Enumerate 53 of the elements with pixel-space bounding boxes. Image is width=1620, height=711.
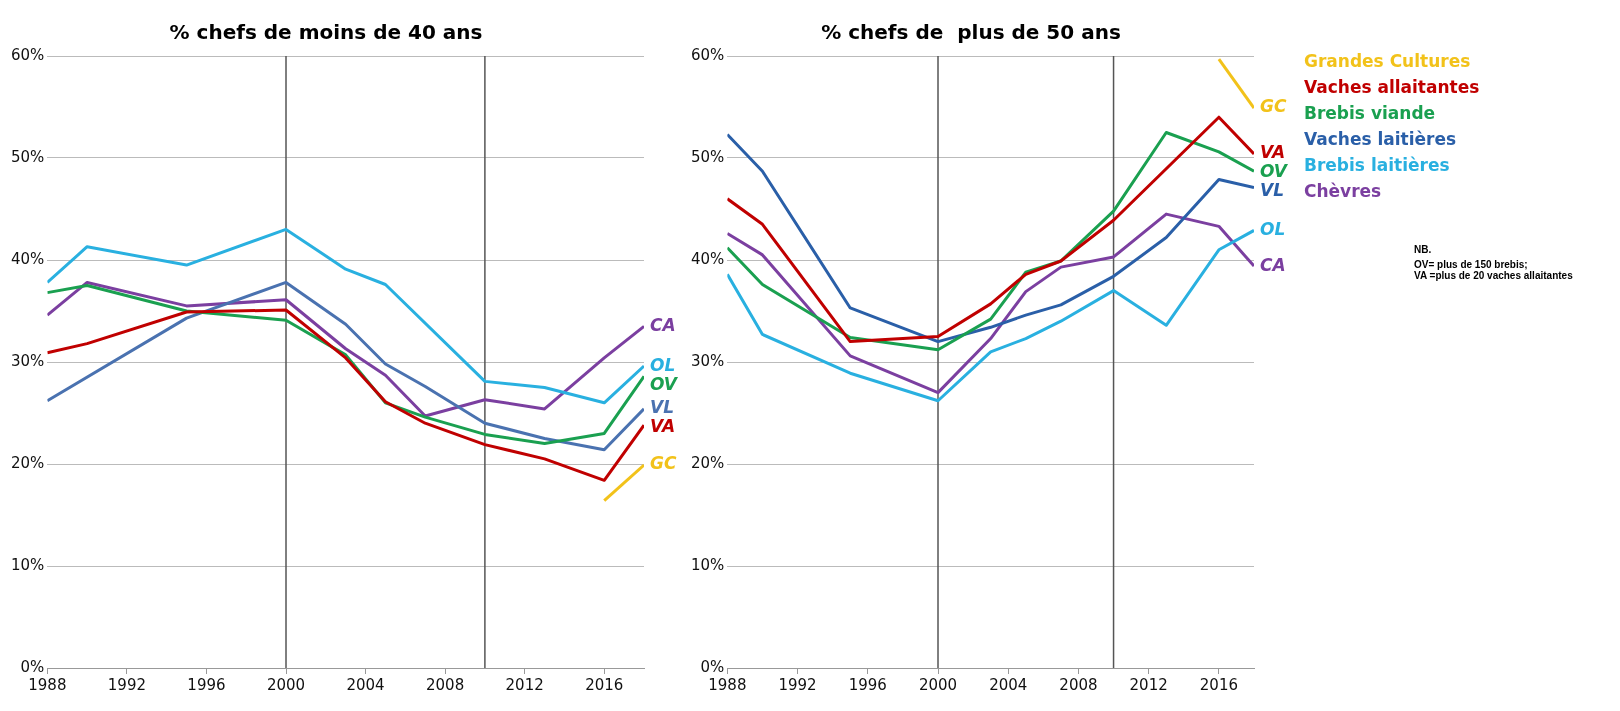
x-tick-label: 2012 (505, 675, 544, 694)
text: CA (650, 314, 676, 335)
x-tick-label: 2016 (585, 675, 624, 694)
text: GC (650, 453, 677, 474)
text: CA (1260, 254, 1286, 275)
x-tick-label: 2016 (1199, 675, 1238, 694)
x-tick-label: 1996 (187, 675, 226, 694)
text: OV (1260, 161, 1289, 182)
y-tick-label: 60% (691, 45, 725, 64)
y-tick-label: 30% (691, 351, 725, 370)
y-tick-label: 10% (691, 555, 725, 574)
text: VL (1260, 180, 1284, 201)
x-tick-label: 2012 (1129, 675, 1168, 694)
x-tick-label: 1996 (848, 675, 887, 694)
text: Grandes Cultures (1304, 50, 1472, 73)
y-tick-label: 0% (700, 657, 725, 676)
y-tick-label: 30% (11, 351, 45, 370)
x-tick-label: 2004 (989, 675, 1028, 694)
text: GC (1260, 96, 1287, 117)
text: Chèvres (1304, 180, 1383, 203)
y-tick-label: 10% (11, 555, 45, 574)
y-tick-label: 0% (20, 657, 45, 676)
text: VA (1260, 142, 1286, 163)
x-tick-label: 1992 (778, 675, 817, 694)
x-tick-label: 2008 (1059, 675, 1098, 694)
text: OV (650, 373, 679, 394)
y-tick-label: 50% (691, 147, 725, 166)
text: OL (1260, 218, 1286, 239)
text: Brebis laitières (1304, 154, 1451, 177)
text: NB. (1414, 244, 1433, 255)
x-tick-label: 1988 (708, 675, 747, 694)
x-tick-label: 1988 (28, 675, 67, 694)
x-tick-label: 1992 (107, 675, 146, 694)
y-tick-label: 20% (11, 453, 45, 472)
text: VL (650, 397, 674, 418)
chart-title: % chefs de plus de 50 ans (821, 20, 1121, 45)
text: OL (650, 354, 676, 375)
text: Vaches laitières (1304, 128, 1458, 151)
y-tick-label: 40% (691, 249, 725, 268)
text: OV= plus de 150 brebis; (1414, 259, 1528, 270)
text: VA (650, 416, 676, 437)
y-tick-label: 20% (691, 453, 725, 472)
y-tick-label: 50% (11, 147, 45, 166)
text: Vaches allaitantes (1304, 76, 1481, 99)
text: Brebis viande (1304, 102, 1437, 125)
x-tick-label: 2004 (346, 675, 385, 694)
y-tick-label: 40% (11, 249, 45, 268)
x-tick-label: 2000 (918, 675, 958, 694)
y-tick-label: 60% (11, 45, 45, 64)
text: VA =plus de 20 vaches allaitantes (1414, 270, 1574, 281)
x-tick-label: 2000 (266, 675, 306, 694)
chart-title: % chefs de moins de 40 ans (169, 20, 483, 45)
x-tick-label: 2008 (426, 675, 465, 694)
